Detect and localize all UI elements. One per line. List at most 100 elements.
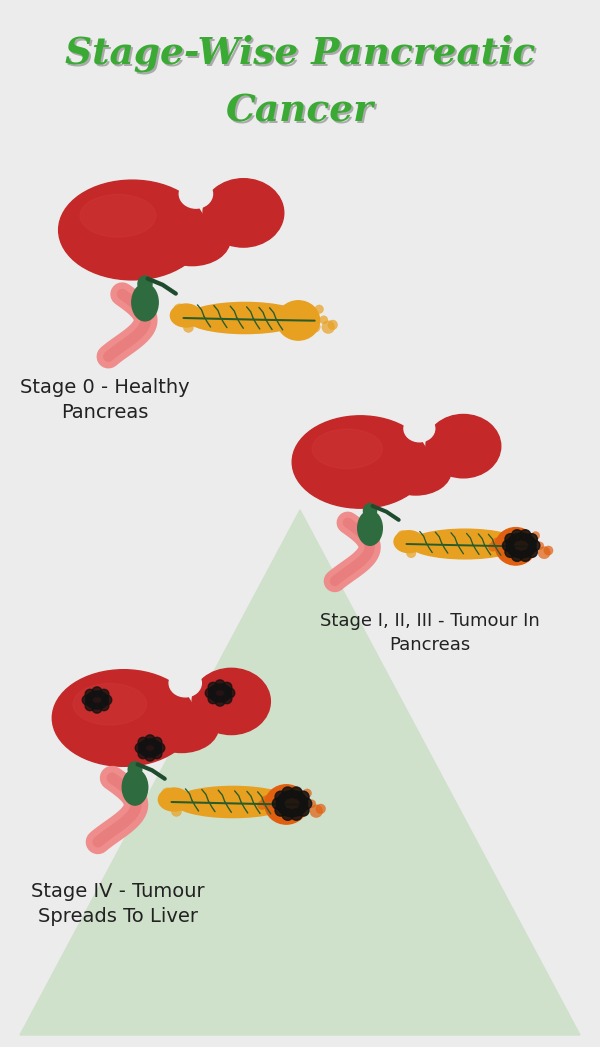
Circle shape xyxy=(288,788,299,800)
Circle shape xyxy=(502,540,514,551)
Circle shape xyxy=(265,313,274,321)
Circle shape xyxy=(488,542,497,551)
Circle shape xyxy=(412,540,419,548)
Ellipse shape xyxy=(158,788,190,811)
Circle shape xyxy=(453,539,464,550)
Circle shape xyxy=(224,308,234,318)
Circle shape xyxy=(206,798,219,810)
Circle shape xyxy=(222,694,232,704)
Circle shape xyxy=(538,547,550,559)
Circle shape xyxy=(526,548,536,558)
Circle shape xyxy=(256,319,265,328)
Circle shape xyxy=(532,532,539,539)
Circle shape xyxy=(190,314,196,321)
Circle shape xyxy=(438,549,445,555)
Circle shape xyxy=(470,536,481,548)
Circle shape xyxy=(308,800,316,808)
Ellipse shape xyxy=(203,179,284,247)
Circle shape xyxy=(512,551,523,561)
Circle shape xyxy=(515,539,521,545)
Circle shape xyxy=(155,743,165,753)
Circle shape xyxy=(152,737,162,748)
Circle shape xyxy=(242,308,252,317)
Circle shape xyxy=(178,799,184,805)
Circle shape xyxy=(166,795,178,806)
Circle shape xyxy=(526,547,538,557)
Text: Stage IV - Tumour
Spreads To Liver: Stage IV - Tumour Spreads To Liver xyxy=(31,882,205,926)
Circle shape xyxy=(297,805,308,817)
Text: Stage-Wise Pancreatic: Stage-Wise Pancreatic xyxy=(65,35,535,72)
Circle shape xyxy=(476,544,484,553)
Ellipse shape xyxy=(138,276,152,292)
Circle shape xyxy=(178,311,190,322)
Ellipse shape xyxy=(173,786,292,818)
Ellipse shape xyxy=(404,416,435,442)
Ellipse shape xyxy=(169,669,202,697)
Circle shape xyxy=(184,800,196,811)
Circle shape xyxy=(269,316,278,326)
Ellipse shape xyxy=(132,284,158,320)
Circle shape xyxy=(273,312,284,322)
Circle shape xyxy=(82,695,92,705)
Ellipse shape xyxy=(86,691,109,709)
Ellipse shape xyxy=(59,180,206,280)
Circle shape xyxy=(181,793,190,802)
Circle shape xyxy=(85,689,95,699)
Circle shape xyxy=(462,534,472,543)
Circle shape xyxy=(270,790,281,801)
Circle shape xyxy=(191,796,198,803)
Circle shape xyxy=(205,308,217,320)
Text: Stage-Wise Pancreatic: Stage-Wise Pancreatic xyxy=(67,37,537,74)
Circle shape xyxy=(529,540,540,551)
Polygon shape xyxy=(20,510,580,1035)
Ellipse shape xyxy=(364,504,377,518)
Circle shape xyxy=(300,798,312,809)
Circle shape xyxy=(512,530,523,540)
Circle shape xyxy=(425,538,431,545)
Circle shape xyxy=(92,687,102,696)
Circle shape xyxy=(265,794,277,806)
Circle shape xyxy=(173,304,185,315)
Ellipse shape xyxy=(394,531,424,553)
Ellipse shape xyxy=(292,416,428,508)
Ellipse shape xyxy=(409,529,521,559)
Circle shape xyxy=(484,539,493,548)
Circle shape xyxy=(230,792,240,801)
Circle shape xyxy=(145,735,155,744)
Circle shape xyxy=(226,801,235,810)
Circle shape xyxy=(247,311,256,320)
Circle shape xyxy=(415,535,424,544)
Circle shape xyxy=(280,800,290,809)
Circle shape xyxy=(184,322,193,333)
Circle shape xyxy=(320,316,328,324)
Circle shape xyxy=(491,538,502,549)
Circle shape xyxy=(282,306,293,317)
Circle shape xyxy=(505,538,514,547)
Circle shape xyxy=(517,531,528,541)
Circle shape xyxy=(193,309,202,318)
Circle shape xyxy=(445,534,455,543)
Ellipse shape xyxy=(154,214,230,266)
Circle shape xyxy=(401,537,412,549)
Circle shape xyxy=(99,700,109,711)
Circle shape xyxy=(92,704,102,713)
Circle shape xyxy=(102,695,112,705)
Ellipse shape xyxy=(209,684,232,703)
Circle shape xyxy=(282,809,293,820)
Circle shape xyxy=(215,696,225,706)
Circle shape xyxy=(261,315,269,324)
Circle shape xyxy=(427,534,439,545)
Circle shape xyxy=(292,315,302,326)
Ellipse shape xyxy=(52,670,195,766)
Circle shape xyxy=(212,792,222,802)
Text: Cancer: Cancer xyxy=(228,94,376,131)
Ellipse shape xyxy=(277,790,308,817)
Circle shape xyxy=(238,794,250,805)
Ellipse shape xyxy=(170,304,202,327)
Circle shape xyxy=(238,316,247,326)
Circle shape xyxy=(397,531,408,541)
Circle shape xyxy=(290,809,302,820)
Circle shape xyxy=(218,314,231,327)
Circle shape xyxy=(99,689,109,699)
Circle shape xyxy=(316,804,326,814)
